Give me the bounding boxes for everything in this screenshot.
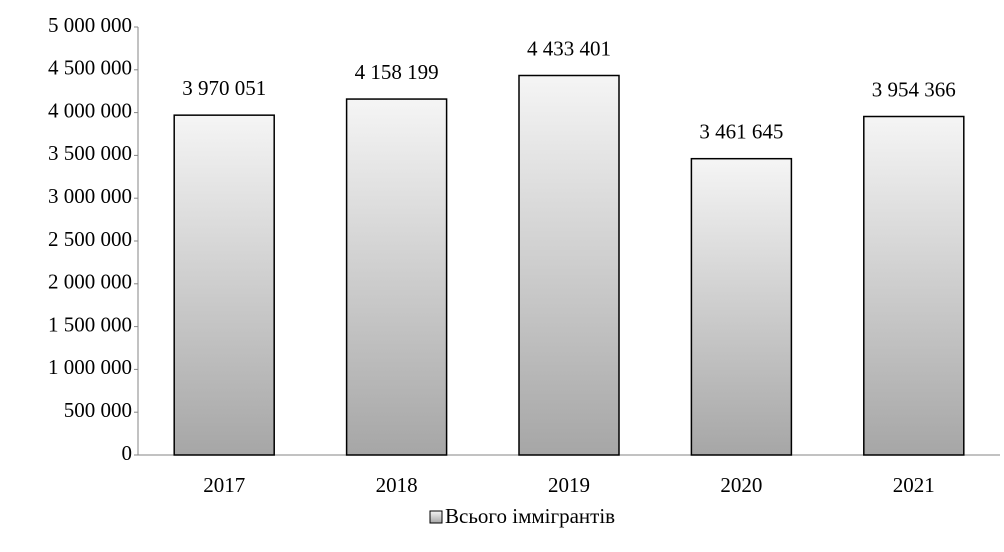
legend-label: Всього іммігрантів xyxy=(445,504,615,528)
legend-swatch xyxy=(429,510,443,524)
y-tick-label: 0 xyxy=(122,441,133,465)
y-tick-label: 4 500 000 xyxy=(48,56,132,80)
x-tick-label: 2018 xyxy=(376,473,418,497)
y-tick-label: 1 500 000 xyxy=(48,312,132,336)
y-tick-label: 500 000 xyxy=(64,398,132,422)
data-label: 3 970 051 xyxy=(182,76,266,100)
y-tick-label: 2 500 000 xyxy=(48,227,132,251)
y-tick-label: 2 000 000 xyxy=(48,270,132,294)
y-tick-label: 4 000 000 xyxy=(48,98,132,122)
y-tick-label: 3 000 000 xyxy=(48,184,132,208)
x-tick-label: 2019 xyxy=(548,473,590,497)
bar xyxy=(345,98,448,456)
bar xyxy=(863,115,965,456)
data-label: 3 954 366 xyxy=(872,77,956,101)
data-label: 4 158 199 xyxy=(355,60,439,84)
x-tick-label: 2017 xyxy=(203,473,245,497)
y-tick-label: 3 500 000 xyxy=(48,141,132,165)
data-label: 4 433 401 xyxy=(527,36,611,60)
y-tick-label: 1 000 000 xyxy=(48,355,132,379)
bar xyxy=(518,74,620,456)
bar xyxy=(690,157,793,456)
data-label: 3 461 645 xyxy=(699,119,783,143)
y-tick-label: 5 000 000 xyxy=(48,13,132,37)
x-tick-label: 2020 xyxy=(720,473,762,497)
bar xyxy=(173,114,275,456)
x-tick-label: 2021 xyxy=(893,473,935,497)
